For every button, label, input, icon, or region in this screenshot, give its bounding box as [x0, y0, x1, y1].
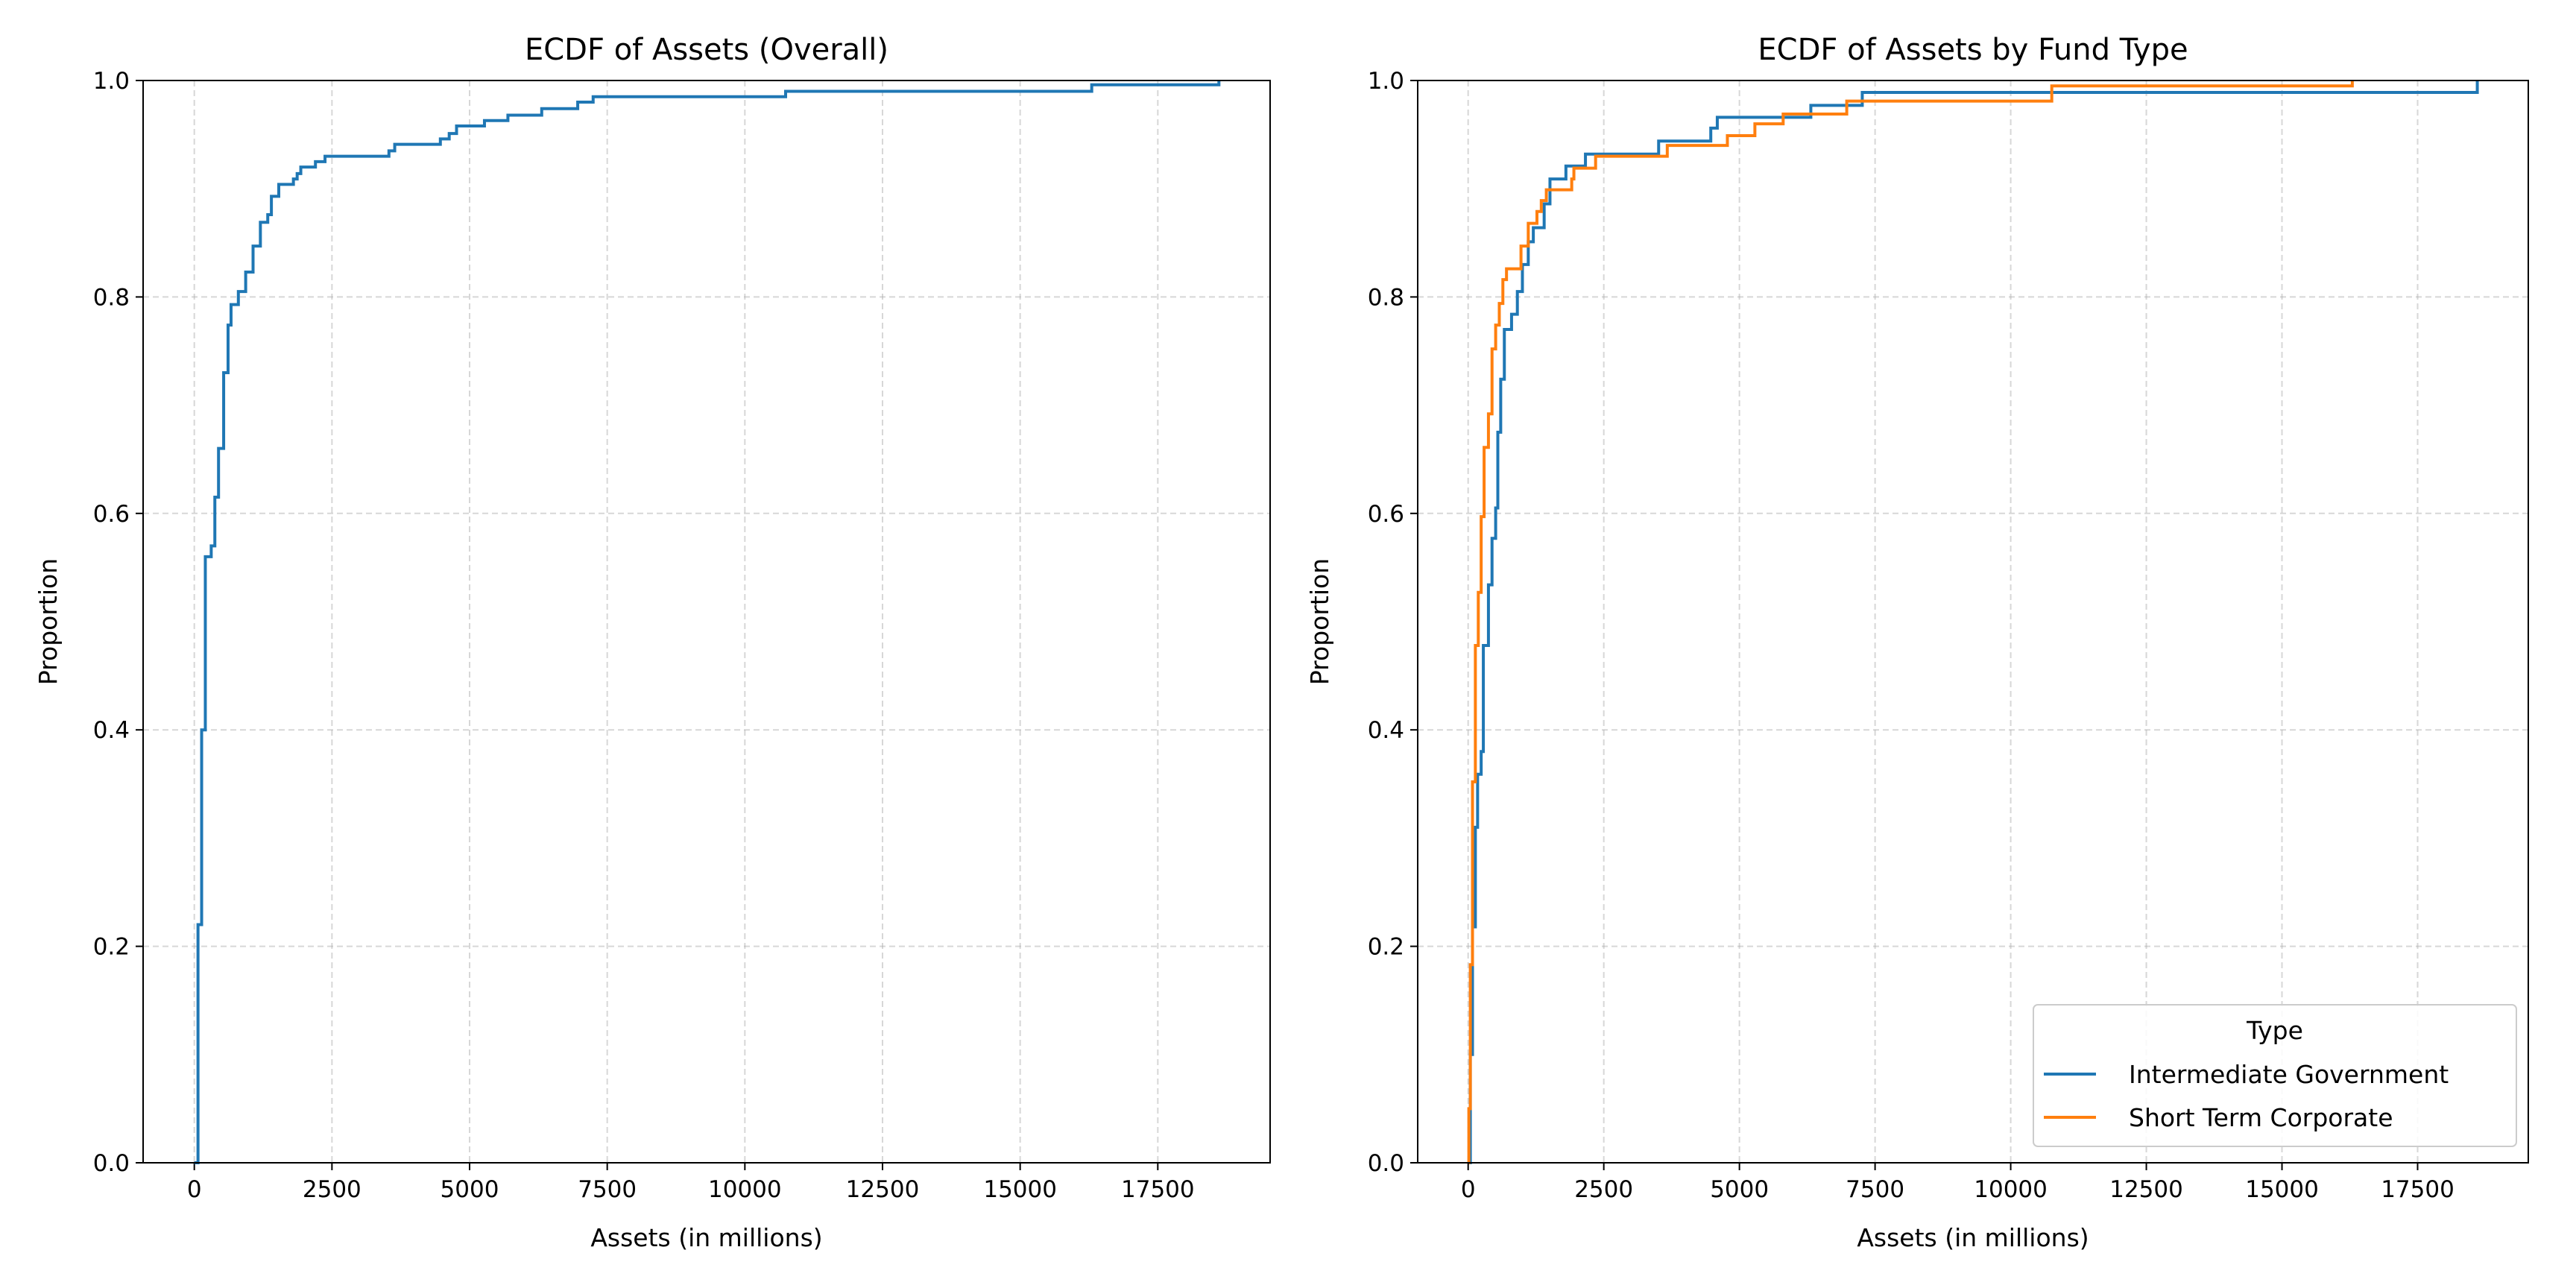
legend-label-short-term-corporate: Short Term Corporate [2129, 1103, 2393, 1132]
x-tick-label: 10000 [1974, 1176, 2048, 1203]
legend: Type Intermediate Government Short Term … [2033, 1004, 2517, 1147]
x-tick-label: 15000 [983, 1176, 1057, 1203]
y-tick-label: 0.4 [1368, 717, 1404, 744]
x-tick-label: 0 [1461, 1176, 1476, 1203]
y-tick-label: 1.0 [1368, 68, 1404, 95]
ecdf-line-short-term-corporate [1467, 80, 2354, 1164]
chart-title: ECDF of Assets by Fund Type [1758, 33, 2188, 67]
x-tick-label: 15000 [2245, 1176, 2319, 1203]
ecdf-line-intermediate-government [1468, 80, 2479, 1164]
x-tick-label: 7500 [578, 1176, 637, 1203]
x-tick-label: 2500 [303, 1176, 362, 1203]
y-tick-label: 1.0 [93, 68, 130, 95]
x-tick-label: 17500 [2381, 1176, 2455, 1203]
legend-title: Type [2246, 1016, 2303, 1045]
y-tick-label: 0.8 [93, 284, 130, 311]
x-tick-label: 10000 [708, 1176, 782, 1203]
ecdf-by-type-panel: ECDF of Assets by Fund Type Assets (in m… [1305, 33, 2529, 1252]
y-tick-label: 0.0 [1368, 1150, 1404, 1177]
legend-box [2033, 1004, 2517, 1147]
axes-frame [1417, 80, 2529, 1164]
y-tick-label: 0.8 [1368, 284, 1404, 311]
x-axis-label: Assets (in millions) [1857, 1223, 2089, 1252]
x-axis-label: Assets (in millions) [590, 1223, 822, 1252]
y-axis-label: Proportion [1305, 558, 1334, 685]
chart-title: ECDF of Assets (Overall) [525, 33, 888, 67]
y-tick-label: 0.6 [93, 501, 130, 528]
y-axis-label: Proportion [34, 558, 63, 685]
x-tick-label: 12500 [2109, 1176, 2183, 1203]
y-tick-label: 0.6 [1368, 501, 1404, 528]
legend-label-intermediate-government: Intermediate Government [2129, 1060, 2449, 1089]
y-tick-label: 0.2 [93, 934, 130, 961]
x-tick-label: 5000 [441, 1176, 499, 1203]
y-tick-label: 0.0 [93, 1150, 130, 1177]
x-tick-label: 2500 [1574, 1176, 1633, 1203]
axes-frame [142, 80, 1271, 1164]
x-tick-label: 0 [187, 1176, 202, 1203]
x-tick-label: 17500 [1121, 1176, 1195, 1203]
ecdf-overall-panel: ECDF of Assets (Overall) Assets (in mill… [34, 33, 1271, 1252]
y-tick-label: 0.4 [93, 717, 130, 744]
y-tick-label: 0.2 [1368, 934, 1404, 961]
ecdf-line-overall [194, 80, 1221, 1164]
x-tick-label: 5000 [1710, 1176, 1769, 1203]
x-tick-label: 7500 [1846, 1176, 1904, 1203]
x-tick-label: 12500 [846, 1176, 920, 1203]
